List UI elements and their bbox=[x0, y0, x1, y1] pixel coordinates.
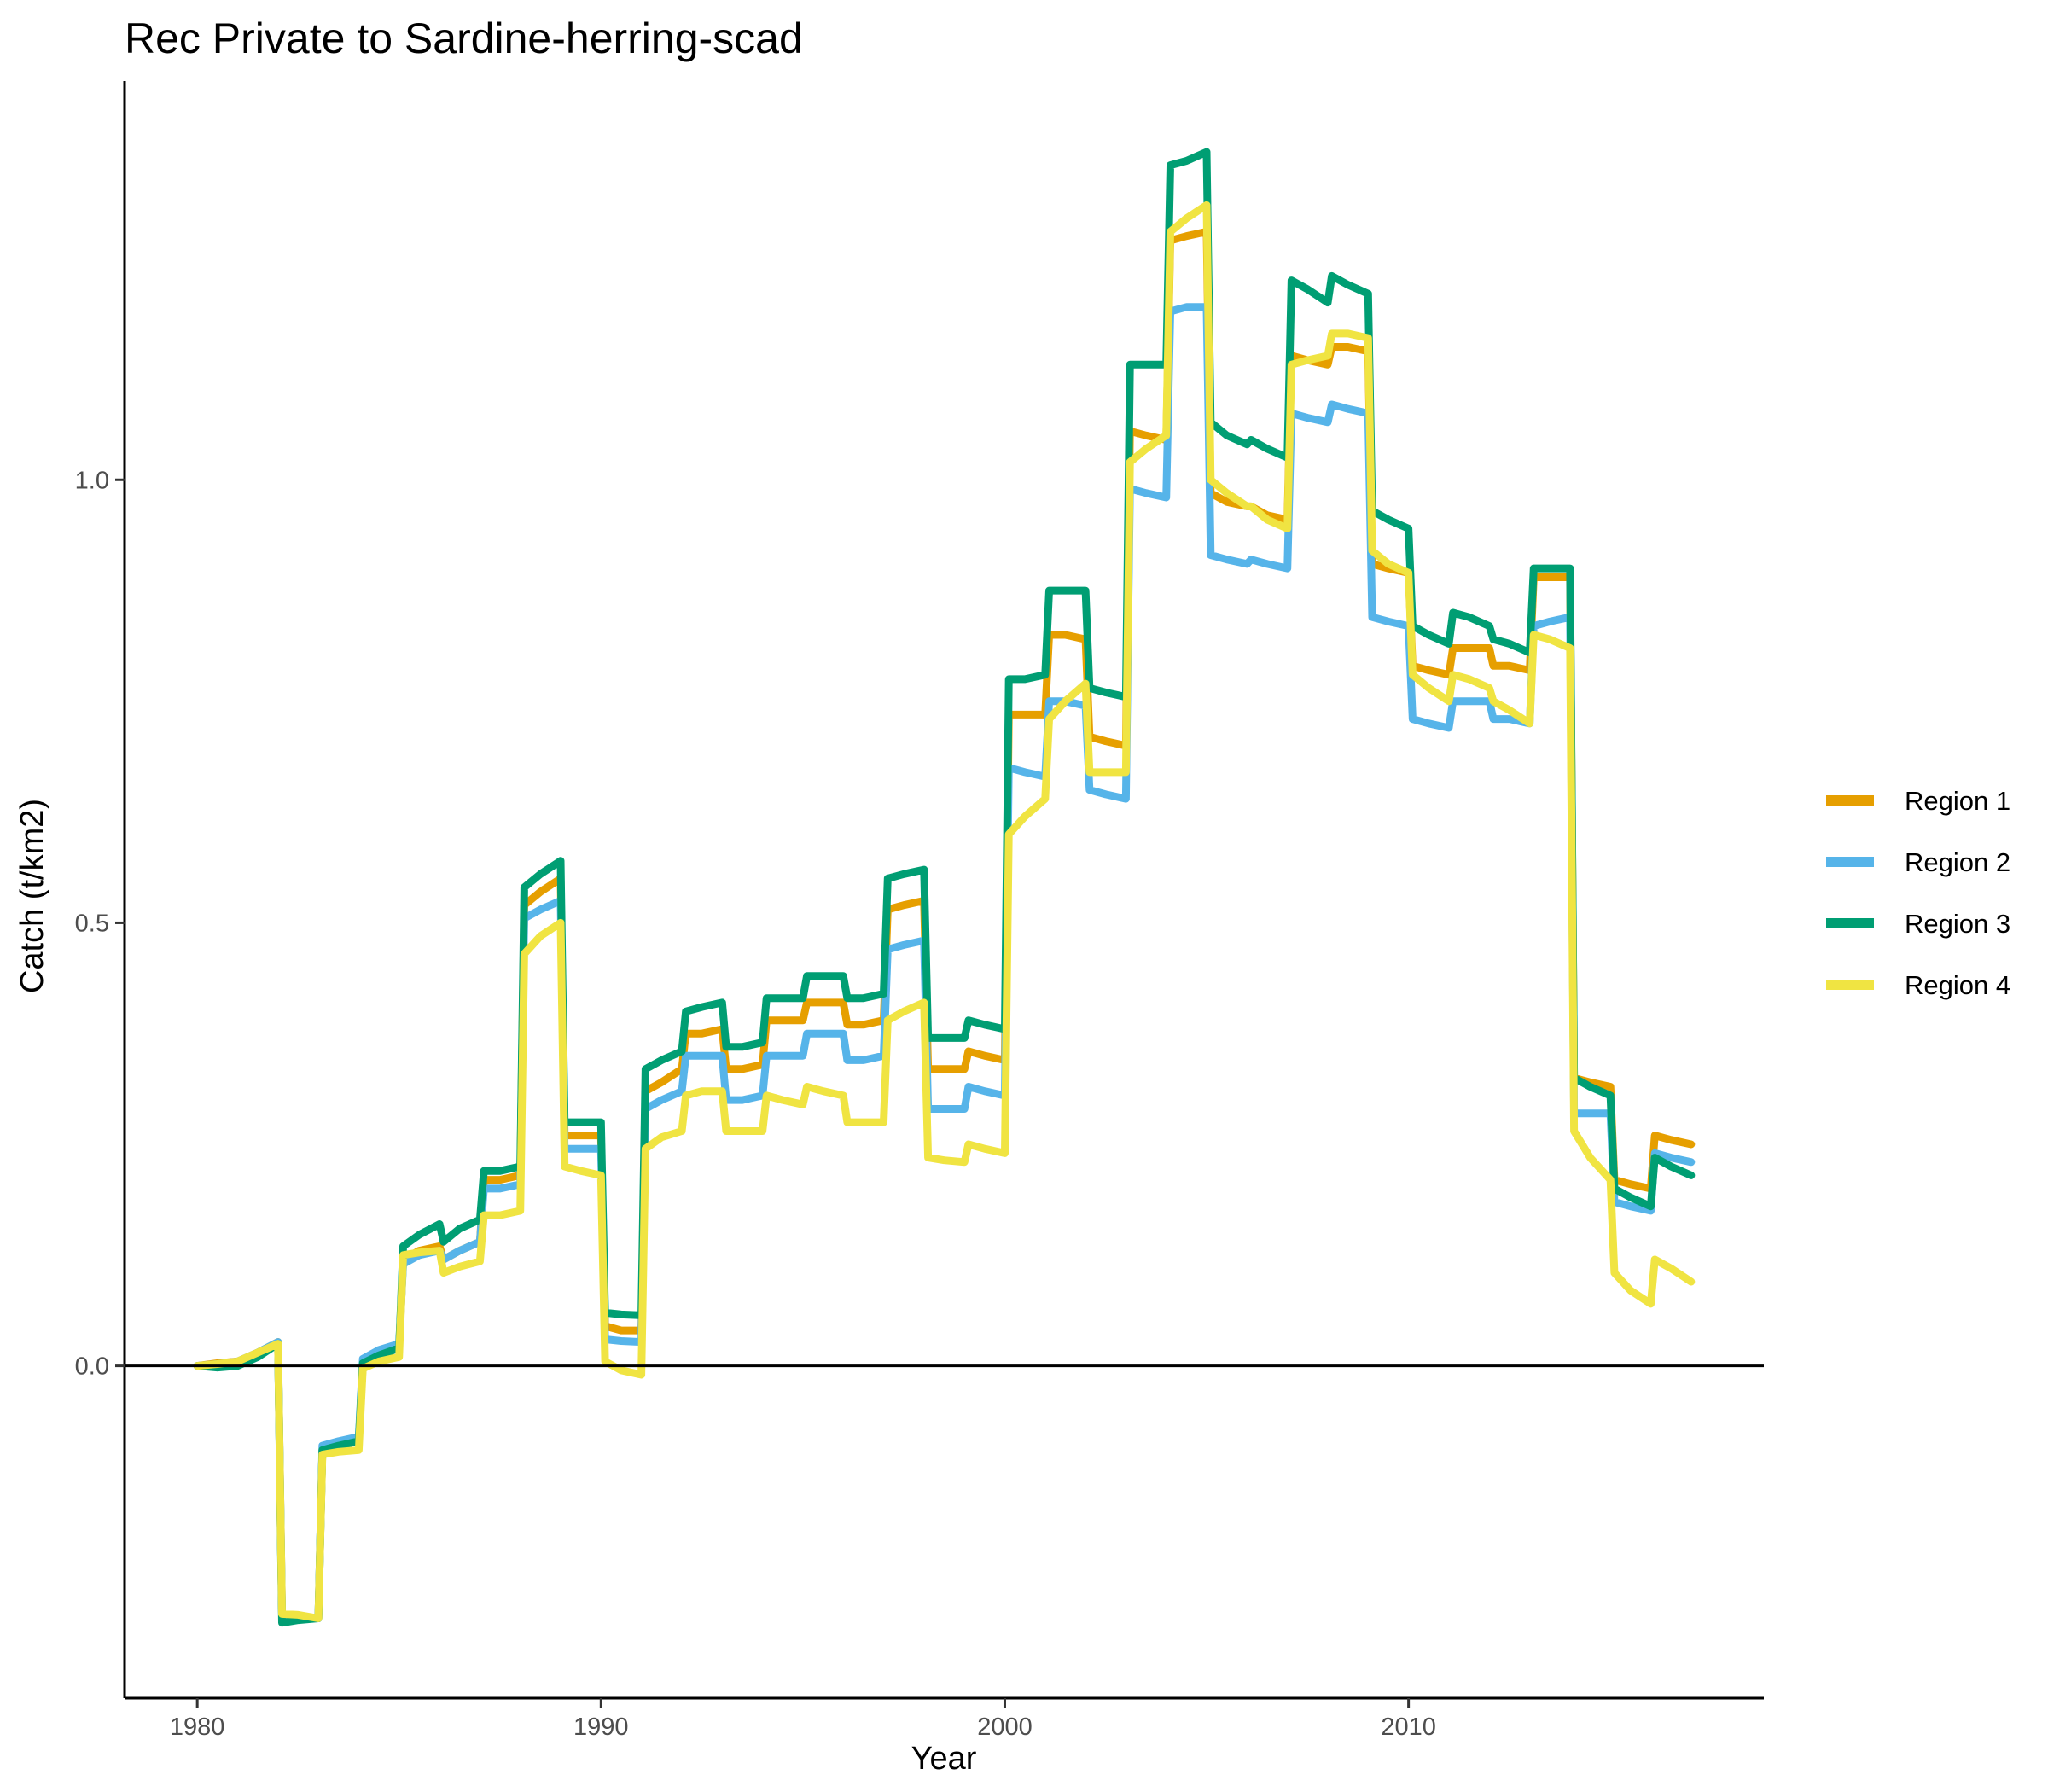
x-tick-label: 1990 bbox=[573, 1713, 629, 1741]
series-line-region-3 bbox=[193, 148, 1696, 1627]
x-tick-label: 2010 bbox=[1381, 1713, 1436, 1741]
legend-label-region-3: Region 3 bbox=[1905, 909, 2010, 939]
x-tick-label: 2000 bbox=[977, 1713, 1033, 1741]
y-axis-title: Catch (t/km2) bbox=[15, 799, 50, 993]
legend-label-region-4: Region 4 bbox=[1905, 970, 2010, 1000]
y-tick-label: 0.5 bbox=[75, 910, 109, 937]
legend-label-region-2: Region 2 bbox=[1905, 847, 2010, 877]
series-line-region-2 bbox=[193, 303, 1696, 1622]
series-layer bbox=[193, 148, 1696, 1627]
x-axis-ticks: 1980 1990 2000 2010 bbox=[170, 1698, 1436, 1741]
series-line-region-4 bbox=[193, 201, 1696, 1622]
x-tick-label: 1980 bbox=[170, 1713, 225, 1741]
x-axis-title: Year bbox=[911, 1741, 977, 1777]
y-tick-label: 0.0 bbox=[75, 1353, 109, 1381]
legend: Region 1 Region 2 Region 3 Region 4 bbox=[1826, 786, 2010, 1000]
y-axis-ticks: 0.0 0.5 1.0 bbox=[75, 467, 125, 1381]
legend-label-region-1: Region 1 bbox=[1905, 786, 2010, 816]
chart-title: Rec Private to Sardine-herring-scad bbox=[125, 15, 803, 62]
y-tick-label: 1.0 bbox=[75, 467, 109, 494]
